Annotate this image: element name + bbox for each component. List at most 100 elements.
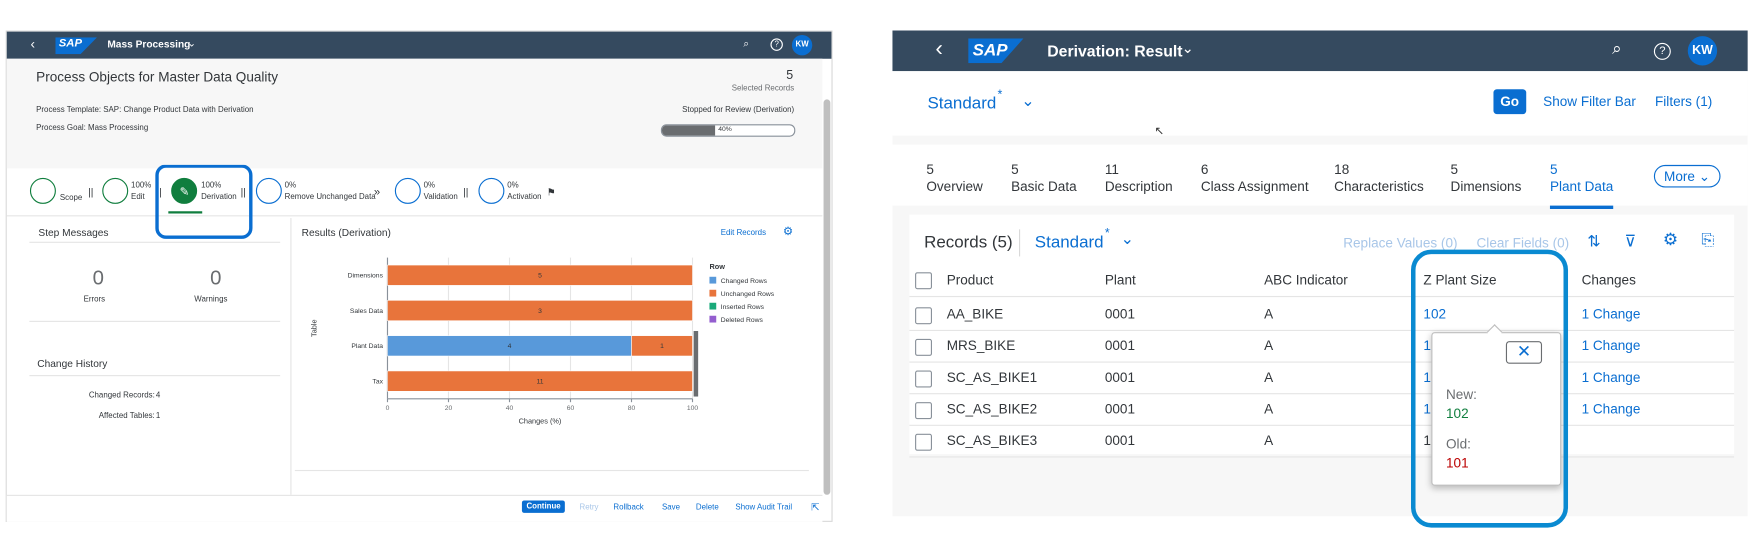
- audit-trail-button[interactable]: Show Audit Trail: [735, 503, 793, 512]
- changes-link[interactable]: 1 Change: [1581, 306, 1641, 322]
- tab-label[interactable]: Basic Data: [1011, 178, 1077, 195]
- column-header[interactable]: ABC Indicator: [1264, 272, 1348, 289]
- step-label[interactable]: Edit: [131, 193, 145, 202]
- settings-icon[interactable]: ⚙: [1662, 230, 1679, 250]
- step-label[interactable]: Derivation: [201, 193, 237, 202]
- tab-label[interactable]: Overview: [926, 178, 983, 195]
- x-tick-label: 80: [628, 405, 636, 412]
- delete-button[interactable]: Delete: [695, 503, 719, 512]
- divider: [294, 469, 809, 472]
- column-header[interactable]: Product: [946, 272, 994, 289]
- help-icon[interactable]: ?: [1653, 42, 1671, 60]
- errors-count: 0: [92, 266, 104, 290]
- tab-label[interactable]: Description: [1104, 178, 1173, 195]
- row-checkbox[interactable]: [915, 402, 933, 420]
- results-chart: 0 20 40 60 80 100 Changes (%) Table Dimensions 5 S…: [309, 257, 775, 426]
- step-percent: 0%: [284, 181, 297, 190]
- changes-link[interactable]: 1 Change: [1581, 337, 1641, 354]
- progress-fill: [662, 125, 715, 136]
- changes-link[interactable]: 1 Change: [1581, 401, 1641, 417]
- step-bar: ✎ || | || » || ⚑: [6, 164, 823, 239]
- show-filter-bar-button[interactable]: Show Filter Bar: [1543, 93, 1636, 110]
- column-header[interactable]: Changes: [1581, 272, 1636, 289]
- variant-dirty-mark: *: [997, 88, 1003, 102]
- step-icon[interactable]: [394, 177, 421, 204]
- retry-button[interactable]: Retry: [579, 503, 599, 512]
- y-tick-label: Tax: [372, 378, 383, 385]
- search-icon[interactable]: ⌕: [743, 37, 750, 49]
- title-caret[interactable]: ⌄: [1181, 39, 1194, 57]
- tab-label[interactable]: Dimensions: [1450, 178, 1522, 195]
- shell-title[interactable]: Mass Processing: [107, 38, 191, 50]
- replace-values-button[interactable]: Replace Values (0): [1343, 234, 1458, 251]
- continue-button[interactable]: Continue: [521, 500, 566, 513]
- tab-count[interactable]: 5: [1450, 161, 1459, 178]
- y-tick-label: Sales Data: [350, 308, 383, 315]
- tab-count[interactable]: 6: [1200, 161, 1209, 178]
- share-icon[interactable]: ⇱: [811, 501, 820, 513]
- history-value: 4: [155, 392, 161, 400]
- table-variant[interactable]: Standard: [1034, 232, 1104, 252]
- variant-name[interactable]: Standard: [927, 93, 997, 113]
- row-checkbox[interactable]: [915, 307, 933, 325]
- avatar[interactable]: KW: [791, 35, 813, 56]
- tab-count[interactable]: 18: [1334, 161, 1350, 178]
- step-icon[interactable]: [171, 177, 198, 204]
- export-icon[interactable]: ⎘: [1701, 230, 1714, 249]
- column-header[interactable]: Plant: [1104, 272, 1136, 289]
- row-checkbox[interactable]: [915, 338, 933, 356]
- history-label: Affected Tables:: [98, 412, 155, 421]
- help-icon[interactable]: ?: [770, 38, 783, 51]
- rollback-button[interactable]: Rollback: [613, 503, 644, 512]
- legend-label: Changed Rows: [721, 278, 768, 285]
- step-icon[interactable]: [102, 177, 129, 204]
- cell[interactable]: 102: [1423, 306, 1447, 322]
- step-label[interactable]: Scope: [59, 194, 83, 203]
- step-icon[interactable]: [255, 177, 282, 204]
- variant-caret[interactable]: ⌄: [1021, 91, 1035, 110]
- tab-label[interactable]: Plant Data: [1549, 178, 1614, 195]
- clear-fields-button[interactable]: Clear Fields (0): [1476, 234, 1570, 251]
- column-header[interactable]: Z Plant Size: [1423, 272, 1497, 289]
- chart-settings-icon[interactable]: ⚙: [782, 225, 794, 239]
- progress-bar: 40%: [660, 124, 796, 137]
- tab-count[interactable]: 5: [1011, 161, 1019, 178]
- header-checkbox[interactable]: [915, 272, 933, 290]
- shell-title[interactable]: Derivation: Result: [1047, 41, 1183, 60]
- go-button[interactable]: Go: [1493, 89, 1526, 115]
- step-icon[interactable]: [29, 177, 56, 204]
- scrollbar[interactable]: [823, 99, 831, 495]
- step-label[interactable]: Validation: [423, 193, 458, 202]
- legend-swatch: [709, 289, 717, 297]
- back-button[interactable]: ‹: [935, 36, 943, 62]
- step-label[interactable]: Activation: [507, 193, 542, 202]
- back-button[interactable]: ‹: [30, 36, 36, 52]
- changes-link[interactable]: 1 Change: [1581, 369, 1641, 386]
- step-label[interactable]: Remove Unchanged Data: [284, 193, 376, 202]
- table-variant-caret[interactable]: ⌄: [1120, 229, 1134, 248]
- more-tabs-button[interactable]: More ⌄: [1653, 164, 1721, 188]
- active-tab-underline: [1549, 205, 1614, 209]
- popover-close-button[interactable]: ✕: [1505, 341, 1543, 364]
- step-icon[interactable]: [478, 177, 505, 204]
- tab-count[interactable]: 11: [1104, 161, 1119, 178]
- edit-records-link[interactable]: Edit Records: [720, 229, 767, 238]
- save-button[interactable]: Save: [662, 503, 681, 512]
- search-icon[interactable]: ⌕: [1612, 39, 1622, 59]
- row-checkbox[interactable]: [915, 370, 933, 388]
- tab-count[interactable]: 5: [926, 161, 934, 178]
- tab-count[interactable]: 5: [1549, 161, 1558, 178]
- row-checkbox[interactable]: [915, 433, 933, 451]
- filters-button[interactable]: Filters (1): [1655, 93, 1713, 110]
- row-line: [909, 456, 1735, 458]
- divider: [29, 241, 281, 243]
- title-caret[interactable]: ⌄: [187, 37, 197, 49]
- cell: 0001: [1104, 401, 1136, 417]
- sort-icon[interactable]: ⇅: [1587, 231, 1601, 250]
- avatar[interactable]: KW: [1687, 36, 1718, 66]
- legend-swatch: [709, 315, 717, 323]
- warnings-label: Warnings: [194, 295, 228, 304]
- tab-label[interactable]: Class Assignment: [1200, 178, 1309, 195]
- filter-icon[interactable]: ⊽: [1624, 231, 1637, 250]
- tab-label[interactable]: Characteristics: [1334, 178, 1424, 195]
